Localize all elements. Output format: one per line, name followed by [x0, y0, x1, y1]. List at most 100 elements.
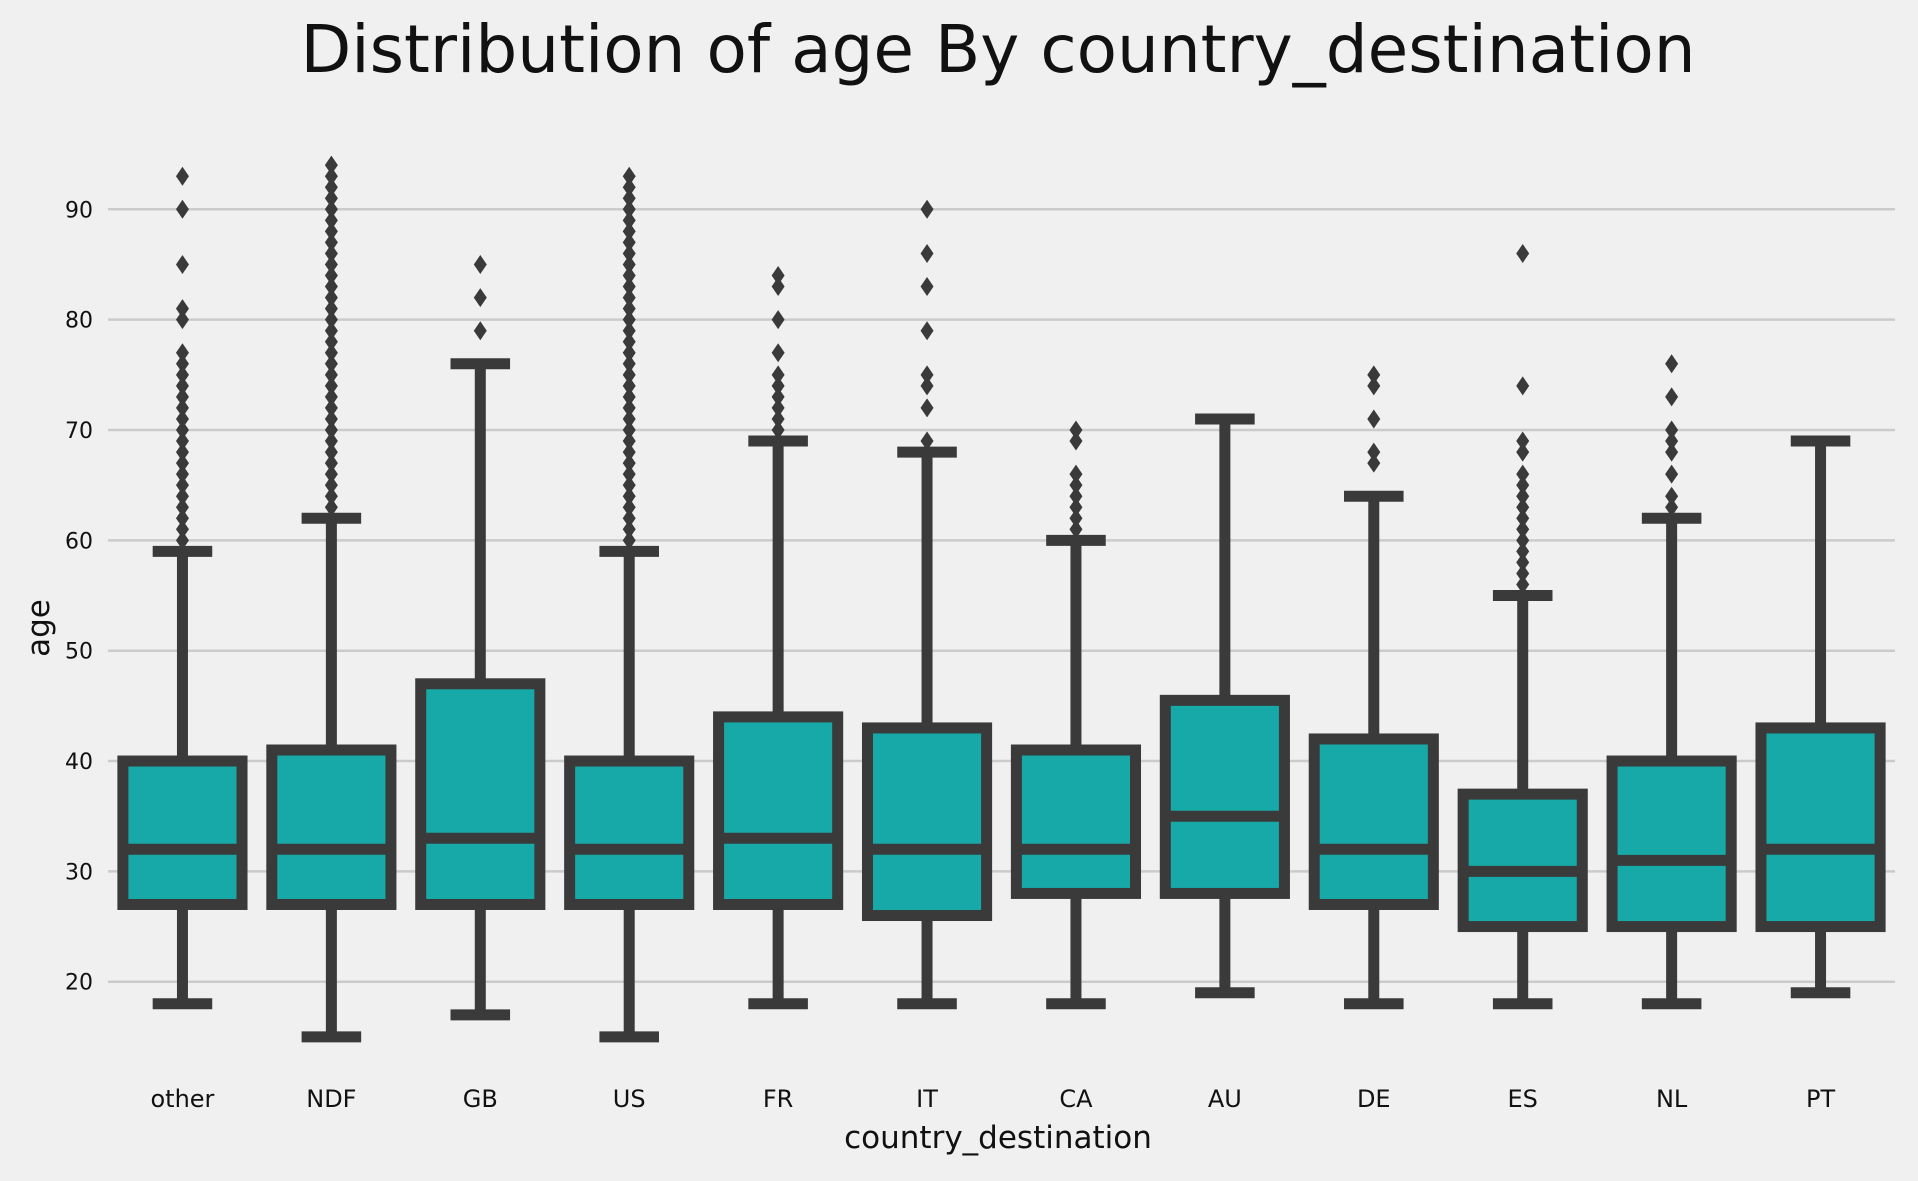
outlier-point — [175, 442, 189, 462]
outlier-point — [622, 343, 636, 363]
outlier-point — [175, 519, 189, 539]
outlier-point — [324, 442, 338, 462]
outlier-point — [1665, 431, 1679, 451]
x-tick-label: NDF — [306, 1085, 356, 1113]
outlier-point — [622, 508, 636, 528]
y-tick-label: 40 — [65, 750, 93, 775]
outlier-point — [1665, 420, 1679, 440]
box-group-au — [1159, 413, 1290, 999]
outlier-point — [1516, 464, 1530, 484]
outlier-point — [324, 486, 338, 506]
outlier-point — [622, 420, 636, 440]
iqr-box — [1755, 722, 1886, 933]
iqr-box — [117, 755, 248, 910]
y-axis-label: age — [21, 599, 57, 657]
box-group-es — [1457, 243, 1588, 1010]
box-group-it — [861, 199, 993, 1010]
outlier-point — [622, 486, 636, 506]
outlier-point — [622, 299, 636, 319]
box-group-pt — [1755, 435, 1886, 999]
outlier-point — [771, 409, 785, 429]
outlier-point — [622, 464, 636, 484]
outlier-point — [771, 365, 785, 385]
outlier-point — [1516, 563, 1530, 583]
outlier-point — [1516, 541, 1530, 561]
outlier-point — [622, 310, 636, 330]
iqr-box — [1308, 733, 1439, 910]
outlier-point — [473, 254, 487, 274]
outlier-point — [622, 398, 636, 418]
outlier-point — [1665, 354, 1679, 374]
outlier-point — [1069, 519, 1083, 539]
outlier-point — [175, 508, 189, 528]
outlier-point — [1367, 376, 1381, 396]
outlier-point — [1516, 431, 1530, 451]
outlier-point — [1516, 574, 1530, 594]
outlier-point — [1069, 464, 1083, 484]
outlier-point — [1516, 552, 1530, 572]
outlier-point — [324, 221, 338, 241]
outlier-point — [324, 398, 338, 418]
outlier-point — [175, 409, 189, 429]
outlier-point — [622, 210, 636, 230]
outlier-point — [175, 420, 189, 440]
outlier-point — [175, 310, 189, 330]
outlier-point — [920, 199, 934, 219]
outlier-point — [324, 177, 338, 197]
box-group-gb — [415, 254, 546, 1021]
outlier-point — [1516, 376, 1530, 396]
outlier-point — [1069, 497, 1083, 517]
outlier-point — [324, 464, 338, 484]
outlier-point — [1665, 497, 1679, 517]
outlier-point — [771, 310, 785, 330]
outlier-point — [622, 332, 636, 352]
outlier-point — [622, 232, 636, 252]
outlier-point — [622, 519, 636, 539]
outlier-point — [175, 530, 189, 550]
outlier-point — [1069, 508, 1083, 528]
x-tick-label: IT — [916, 1085, 938, 1113]
y-tick-label: 90 — [65, 198, 93, 223]
box-group-de — [1308, 365, 1439, 1010]
iqr-box — [1457, 788, 1588, 933]
outlier-point — [324, 475, 338, 495]
boxes — [117, 155, 1886, 1043]
outlier-point — [622, 453, 636, 473]
outlier-point — [175, 398, 189, 418]
outlier-point — [622, 188, 636, 208]
box-group-ndf — [266, 155, 397, 1043]
outlier-point — [622, 199, 636, 219]
outlier-point — [324, 431, 338, 451]
outlier-point — [1367, 409, 1381, 429]
outlier-point — [1516, 497, 1530, 517]
outlier-point — [324, 310, 338, 330]
outlier-point — [622, 254, 636, 274]
box-group-nl — [1606, 354, 1737, 1010]
outlier-point — [920, 398, 934, 418]
outlier-point — [622, 321, 636, 341]
x-axis-label: country_destination — [844, 1120, 1152, 1156]
outlier-point — [1367, 442, 1381, 462]
iqr-box — [1159, 694, 1290, 899]
outlier-point — [622, 442, 636, 462]
outlier-point — [324, 210, 338, 230]
outlier-point — [324, 232, 338, 252]
outlier-point — [324, 376, 338, 396]
outlier-point — [324, 409, 338, 429]
outlier-point — [175, 453, 189, 473]
y-tick-label: 50 — [65, 640, 93, 665]
outlier-point — [920, 376, 934, 396]
outlier-point — [622, 365, 636, 385]
outlier-point — [324, 266, 338, 286]
x-tick-label: other — [150, 1085, 214, 1113]
outlier-point — [622, 354, 636, 374]
outlier-point — [622, 266, 636, 286]
outlier-point — [324, 387, 338, 407]
outlier-point — [473, 288, 487, 308]
iqr-box — [266, 744, 397, 910]
outlier-point — [1665, 486, 1679, 506]
outlier-point — [920, 365, 934, 385]
outlier-point — [622, 277, 636, 297]
